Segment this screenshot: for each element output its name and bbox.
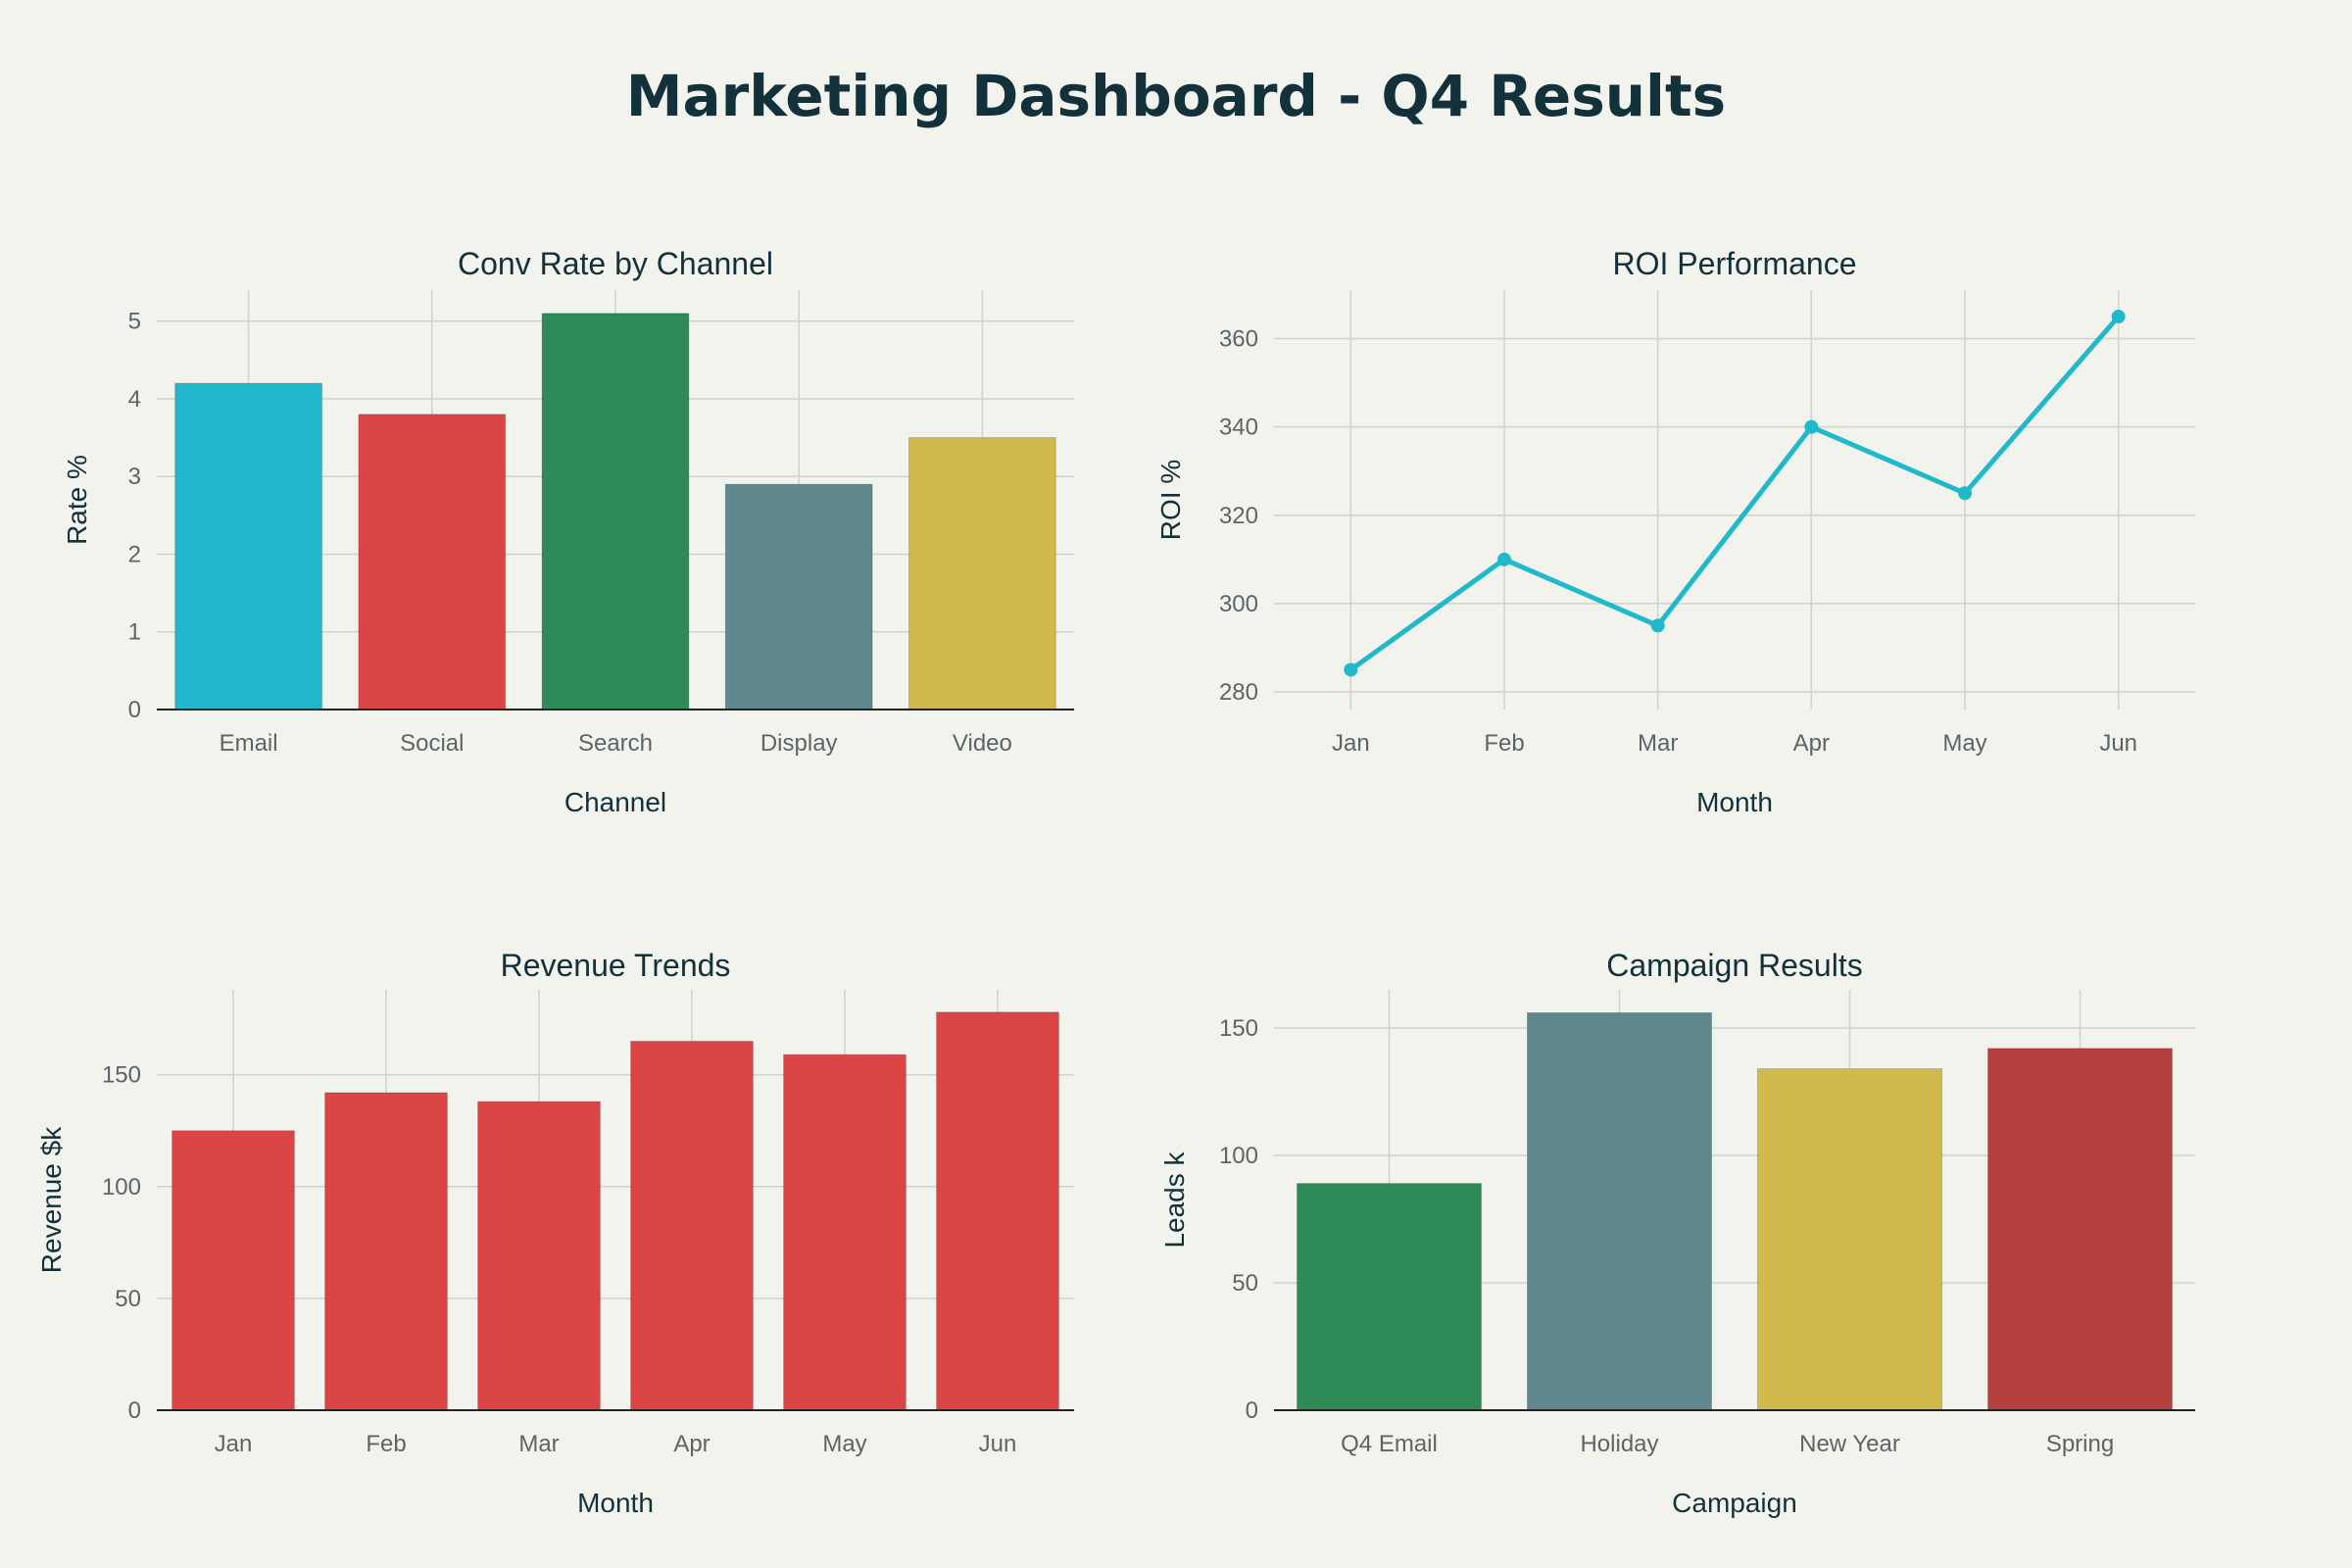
conv-xtick-label: Search	[578, 730, 653, 757]
conv-bar-search	[541, 313, 690, 710]
rev-ytick-label: 50	[115, 1286, 141, 1312]
rev-bar-jun	[936, 1011, 1059, 1411]
rev-bar-jan	[172, 1130, 295, 1411]
rev-chart: Revenue Trends 0 50 100 150 Jan Feb Mar Apr May Ju…	[36, 948, 1074, 1518]
roi-point-may	[1958, 486, 1972, 501]
camp-bar-q4-email	[1297, 1183, 1482, 1411]
conv-ytick-label: 4	[128, 386, 141, 413]
conv-ytick-label: 1	[128, 619, 141, 646]
conv-bar-email	[174, 382, 322, 710]
conv-bar-social	[358, 414, 507, 710]
rev-ytick-label: 150	[102, 1062, 141, 1089]
camp-ytick-label: 150	[1219, 1015, 1258, 1042]
rev-title: Revenue Trends	[501, 948, 731, 983]
conv-ytick-label: 2	[128, 541, 141, 567]
rev-xtick-label: Jun	[979, 1431, 1017, 1457]
roi-xtick-label: Jun	[2099, 730, 2137, 757]
rev-bar-feb	[324, 1092, 448, 1411]
rev-bar-may	[783, 1054, 906, 1411]
conv-ylabel: Rate %	[62, 455, 92, 545]
roi-ytick-label: 320	[1219, 503, 1258, 529]
conv-bar-display	[724, 483, 873, 710]
roi-point-apr	[1804, 419, 1819, 434]
camp-xtick-label: Q4 Email	[1341, 1431, 1438, 1457]
roi-point-feb	[1497, 552, 1511, 566]
roi-ylabel: ROI %	[1155, 460, 1186, 540]
rev-xtick-label: May	[822, 1431, 866, 1457]
camp-ylabel: Leads k	[1159, 1151, 1190, 1248]
rev-xtick-label: Feb	[366, 1431, 406, 1457]
camp-xtick-label: Holiday	[1580, 1431, 1658, 1457]
conv-bar-video	[908, 437, 1056, 710]
rev-xtick-label: Mar	[518, 1431, 559, 1457]
rev-xtick-label: Apr	[673, 1431, 710, 1457]
roi-ytick-label: 340	[1219, 415, 1258, 441]
roi-series-line	[1348, 315, 2121, 672]
conv-xtick-label: Video	[953, 730, 1012, 757]
roi-xtick-label: Mar	[1638, 730, 1678, 757]
camp-ytick-label: 50	[1232, 1270, 1258, 1297]
camp-bar-holiday	[1527, 1011, 1712, 1411]
camp-bar-new-year	[1757, 1068, 1942, 1411]
rev-ylabel: Revenue $k	[36, 1126, 67, 1273]
roi-xtick-label: Jan	[1332, 730, 1370, 757]
roi-point-mar	[1650, 618, 1665, 633]
conv-ytick-label: 5	[128, 309, 141, 335]
dashboard-title: Marketing Dashboard - Q4 Results	[626, 63, 1726, 129]
roi-xtick-label: Feb	[1484, 730, 1524, 757]
rev-xlabel: Month	[577, 1488, 654, 1518]
roi-chart: ROI Performance 280 300 320 340 360 Jan Feb Mar A…	[1155, 246, 2195, 817]
camp-xtick-label: New Year	[1799, 1431, 1900, 1457]
rev-ytick-label: 100	[102, 1174, 141, 1200]
camp-xlabel: Campaign	[1672, 1488, 1797, 1518]
rev-xtick-label: Jan	[215, 1431, 253, 1457]
camp-ytick-label: 0	[1246, 1397, 1258, 1424]
conv-ytick-label: 0	[128, 697, 141, 723]
roi-ytick-label: 280	[1219, 679, 1258, 706]
roi-xtick-label: Apr	[1793, 730, 1830, 757]
roi-xtick-label: May	[1942, 730, 1986, 757]
rev-bar-apr	[630, 1040, 754, 1411]
rev-bar-mar	[477, 1101, 601, 1411]
roi-point-jun	[2111, 310, 2126, 324]
roi-ytick-label: 360	[1219, 326, 1258, 353]
conv-xtick-label: Social	[400, 730, 464, 757]
camp-ytick-label: 100	[1219, 1143, 1258, 1169]
conv-xlabel: Channel	[564, 787, 666, 817]
roi-ytick-label: 300	[1219, 591, 1258, 617]
conv-xtick-label: Display	[760, 730, 838, 757]
conv-ytick-label: 3	[128, 464, 141, 490]
rev-ytick-label: 0	[128, 1397, 141, 1424]
conv-xtick-label: Email	[220, 730, 278, 757]
camp-xtick-label: Spring	[2046, 1431, 2114, 1457]
roi-point-jan	[1344, 662, 1358, 677]
conv-title: Conv Rate by Channel	[458, 246, 773, 281]
conv-chart: Conv Rate by Channel 0 1 2 3 4 5 Email Social Sea…	[62, 246, 1074, 817]
camp-chart: Campaign Results 0 50 100 150 Q4 Email Holiday…	[1159, 948, 2195, 1518]
camp-title: Campaign Results	[1606, 948, 1862, 983]
roi-title: ROI Performance	[1613, 246, 1857, 281]
roi-xlabel: Month	[1696, 787, 1773, 817]
camp-bar-spring	[1987, 1048, 2173, 1411]
